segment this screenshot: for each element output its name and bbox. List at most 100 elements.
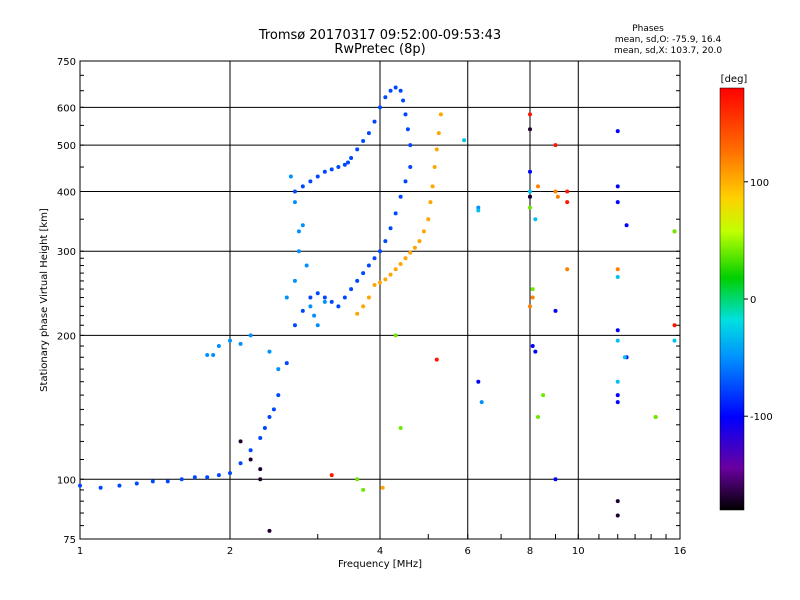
x-tick-label: 4 [377, 546, 383, 557]
data-point [553, 143, 558, 148]
data-point [216, 473, 221, 478]
data-point [117, 483, 122, 488]
data-point [248, 333, 253, 338]
data-point [315, 291, 320, 296]
data-point [388, 272, 393, 277]
data-point [315, 323, 320, 328]
data-point [322, 169, 327, 174]
data-point [238, 439, 243, 444]
x-tick-label: 2 [227, 546, 233, 557]
data-point [288, 174, 293, 179]
data-point [262, 426, 267, 431]
data-point [276, 367, 281, 372]
data-point [430, 184, 435, 189]
data-point [258, 435, 263, 440]
data-point [366, 131, 371, 136]
data-point [372, 256, 377, 261]
data-point [322, 299, 327, 304]
data-point [361, 271, 366, 276]
data-point [300, 184, 305, 189]
data-point [329, 167, 334, 172]
data-point [403, 179, 408, 184]
data-point [308, 304, 313, 309]
data-point [361, 487, 366, 492]
y-tick-label: 100 [57, 475, 76, 486]
data-point [98, 485, 103, 490]
data-point [615, 328, 620, 333]
data-point [267, 349, 272, 354]
data-point [553, 308, 558, 313]
data-point [398, 88, 403, 93]
data-point [408, 165, 413, 170]
data-point [412, 245, 417, 250]
x-tick-label: 6 [465, 546, 471, 557]
data-points [78, 85, 677, 533]
data-point [258, 467, 263, 472]
data-point [355, 147, 360, 152]
data-point [528, 189, 532, 194]
data-point [78, 483, 82, 488]
data-point [528, 304, 532, 309]
data-point [276, 393, 281, 398]
data-point [150, 479, 155, 484]
data-point [383, 277, 388, 282]
data-point [342, 295, 347, 300]
data-point [248, 448, 253, 453]
y-tick-label: 600 [57, 103, 76, 114]
data-point [615, 184, 620, 189]
data-point [476, 205, 481, 210]
colorbar-tick-label: 0 [750, 295, 756, 306]
data-point [361, 304, 366, 309]
data-point [672, 323, 677, 328]
data-point [205, 475, 210, 480]
data-point [372, 282, 377, 287]
data-point [312, 313, 317, 318]
data-point [615, 379, 620, 384]
data-point [179, 477, 184, 482]
data-point [479, 400, 484, 405]
y-tick-label: 500 [57, 141, 76, 152]
data-point [372, 119, 377, 124]
data-point [432, 165, 437, 170]
data-point [165, 479, 170, 484]
data-point [366, 263, 371, 268]
y-tick-label: 400 [57, 187, 76, 198]
data-point [530, 295, 535, 300]
data-point [615, 129, 620, 134]
data-point [615, 499, 620, 504]
x-tick-label: 16 [674, 546, 687, 557]
data-point [421, 229, 426, 234]
data-point [426, 217, 431, 222]
data-point [403, 112, 408, 117]
data-point [565, 200, 570, 205]
data-point [565, 189, 570, 194]
data-point [329, 473, 334, 478]
data-point [304, 263, 309, 268]
x-axis-label: Frequency [MHz] [338, 559, 422, 570]
data-point [615, 267, 620, 272]
data-point [366, 295, 371, 300]
data-point [528, 169, 532, 174]
stats-line-x: mean, sd,X: 103.7, 20.0 [614, 46, 722, 56]
data-point [342, 162, 347, 167]
data-point [533, 217, 538, 222]
data-point [134, 481, 139, 486]
data-point [388, 226, 393, 231]
data-point [535, 184, 540, 189]
data-point [205, 352, 210, 357]
data-point [284, 295, 289, 300]
data-point [672, 229, 677, 234]
data-point [378, 105, 382, 110]
data-point [355, 311, 360, 316]
data-point [292, 189, 297, 194]
data-point [361, 139, 366, 144]
data-point [398, 194, 403, 199]
axis-ticks: 1 2 4 6 8 10 16 75 100 200 300 400 500 600 750 [57, 57, 686, 557]
data-point [296, 249, 301, 254]
data-point [329, 299, 334, 304]
data-point [528, 194, 532, 199]
data-point [438, 112, 443, 117]
data-point [462, 138, 467, 143]
data-point [434, 147, 439, 152]
